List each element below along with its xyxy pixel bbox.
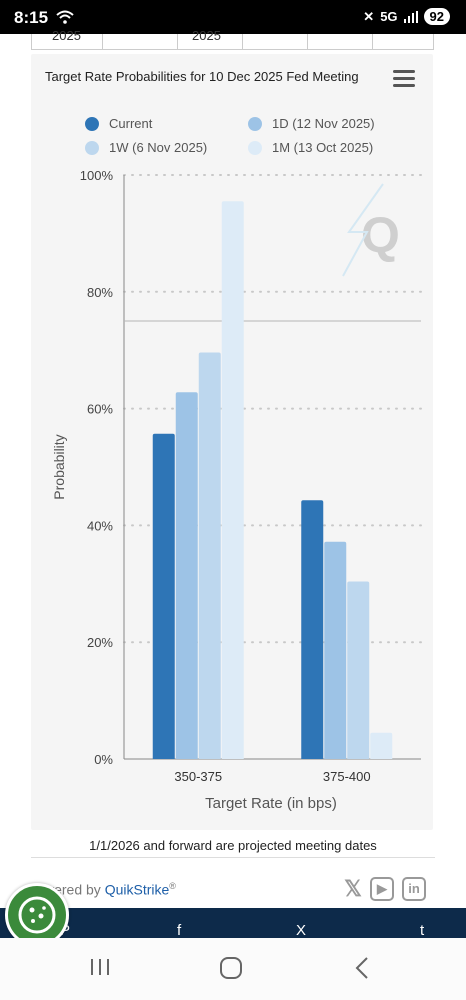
home-icon[interactable] — [219, 956, 243, 980]
quikstrike-watermark-icon: Q — [342, 183, 400, 277]
network-label: 5G — [380, 9, 398, 24]
status-time: 8:15 — [14, 8, 49, 27]
share-bar: P f X t — [0, 908, 466, 939]
projected-dates-note: 1/1/2026 and forward are projected meeti… — [89, 838, 377, 853]
y-tick-label: 100% — [80, 168, 114, 183]
cookie-icon — [18, 896, 56, 934]
android-nav-bar — [0, 938, 466, 1000]
x-tick-label: 375-400 — [323, 769, 371, 784]
legend-label: 1M (13 Oct 2025) — [272, 140, 374, 155]
table-divider — [242, 34, 243, 50]
registered-mark: ® — [169, 881, 176, 891]
chart-title: Target Rate Probabilities for 10 Dec 202… — [45, 69, 359, 84]
y-axis-label: Probability — [51, 434, 67, 499]
bar-350-375-1[interactable] — [152, 433, 175, 759]
x-tick-label: 350-375 — [174, 769, 222, 784]
powered-by: wered by QuikStrike® — [44, 881, 176, 898]
tumblr-icon[interactable]: t — [420, 922, 425, 939]
y-tick-label: 0% — [94, 752, 113, 767]
bar-350-375-2[interactable] — [175, 392, 198, 759]
y-tick-label: 80% — [87, 285, 113, 300]
battery-badge: 92 — [423, 8, 450, 25]
bar-375-400-4[interactable] — [370, 732, 393, 759]
chart-panel: Target Rate Probabilities for 10 Dec 202… — [31, 54, 433, 830]
table-cell: 2025 — [192, 28, 221, 43]
hamburger-menu-icon[interactable] — [393, 70, 415, 88]
quikstrike-link[interactable]: QuikStrike — [104, 881, 170, 898]
top-table-remnant: 2025 2025 — [31, 28, 434, 50]
bar-375-400-1[interactable] — [301, 500, 324, 759]
table-divider — [102, 34, 103, 50]
svg-text:Q: Q — [361, 207, 400, 263]
x-tick-labels: 350-375 375-400 — [174, 769, 370, 784]
y-tick-label: 60% — [87, 402, 113, 417]
bars — [152, 201, 393, 759]
signal-icon — [403, 10, 418, 23]
bar-375-400-2[interactable] — [324, 541, 347, 759]
legend-item-1d[interactable]: 1D (12 Nov 2025) — [248, 116, 375, 131]
legend-item-1m[interactable]: 1M (13 Oct 2025) — [248, 140, 373, 155]
bar-chart: Q 0% 20% 40% 60% 80% 100% 350-375 375-400 Prob… — [51, 168, 422, 812]
facebook-icon[interactable]: f — [177, 922, 182, 939]
youtube-icon[interactable]: ▶ — [370, 877, 394, 901]
y-tick-label: 40% — [87, 518, 113, 533]
status-right: ✕ 5G 92 — [363, 8, 450, 25]
y-tick-label: 20% — [87, 635, 113, 650]
divider — [31, 857, 435, 858]
recent-apps-icon[interactable] — [89, 956, 111, 978]
legend-dot — [248, 116, 262, 131]
y-tick-labels: 0% 20% 40% 60% 80% 100% — [80, 168, 114, 767]
table-divider — [372, 34, 373, 50]
status-bar: 8:15 ✕ 5G 92 — [0, 0, 466, 34]
x-axis-label: Target Rate (in bps) — [205, 795, 337, 812]
x-icon[interactable]: 𝕏 — [344, 876, 362, 901]
table-divider — [177, 34, 178, 50]
back-icon[interactable] — [352, 956, 372, 980]
legend-label: Current — [109, 116, 153, 131]
legend-dot — [85, 140, 99, 155]
linkedin-icon[interactable]: in — [402, 877, 426, 901]
bar-350-375-4[interactable] — [221, 201, 244, 759]
legend-dot — [248, 140, 262, 155]
legend-label: 1W (6 Nov 2025) — [109, 140, 208, 155]
table-cell: 2025 — [52, 28, 81, 43]
wifi-icon — [56, 10, 74, 24]
bar-350-375-3[interactable] — [198, 352, 221, 759]
bar-375-400-3[interactable] — [347, 581, 370, 759]
legend-item-1w[interactable]: 1W (6 Nov 2025) — [85, 140, 207, 155]
legend-label: 1D (12 Nov 2025) — [272, 116, 375, 131]
x-share-icon[interactable]: X — [296, 922, 307, 939]
legend-dot — [85, 116, 99, 131]
table-divider — [307, 34, 308, 50]
legend-item-current[interactable]: Current — [85, 116, 152, 131]
pinterest-icon[interactable]: P — [60, 922, 71, 939]
mute-icon: ✕ — [363, 8, 375, 24]
